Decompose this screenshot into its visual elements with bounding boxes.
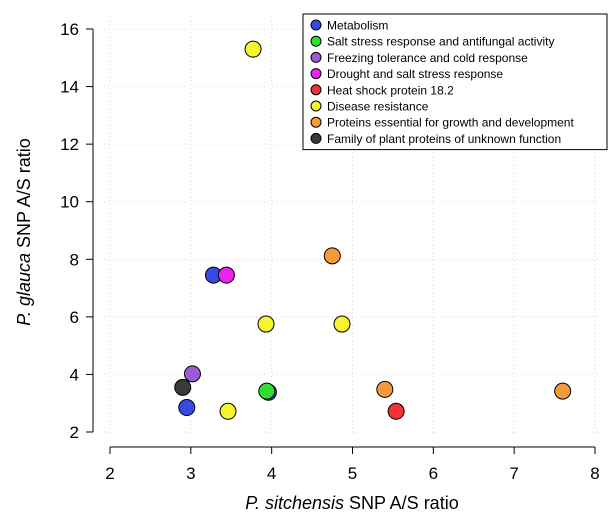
x-tick-label: 7 [509, 464, 518, 483]
legend-swatch [310, 51, 322, 63]
legend-swatch [310, 19, 322, 31]
legend-swatch [310, 35, 322, 47]
data-point [217, 266, 235, 284]
legend-swatch [310, 116, 322, 128]
data-point [219, 402, 237, 420]
data-points [174, 40, 572, 420]
y-tick-label: 14 [60, 78, 79, 97]
y-tick-label: 2 [70, 423, 79, 442]
y-tick-label: 8 [70, 250, 79, 269]
y-tick-label: 16 [60, 20, 79, 39]
y-tick-label: 12 [60, 135, 79, 154]
legend-label: Family of plant proteins of unknown func… [327, 132, 561, 146]
data-point [183, 365, 201, 383]
x-tick-label: 4 [267, 464, 276, 483]
legend-box [302, 13, 608, 151]
legend-label: Disease resistance [327, 100, 429, 114]
data-point [333, 315, 351, 333]
y-axis-title: P. glauca SNP A/S ratio [14, 138, 34, 325]
axes: 2 3 4 5 6 7 8 2 4 6 8 10 12 14 16 [60, 20, 600, 483]
y-tick-label: 6 [70, 308, 79, 327]
data-point [244, 40, 262, 58]
legend-label: Salt stress response and antifungal acti… [327, 35, 554, 49]
legend-swatch [310, 100, 322, 112]
y-axis-title-rest: SNP A/S ratio [14, 138, 34, 253]
legend: Metabolism Salt stress response and antif… [302, 13, 608, 151]
legend-label: Heat shock protein 18.2 [327, 83, 454, 97]
data-point [323, 247, 341, 265]
x-axis-title: P. sitchensis SNP A/S ratio [245, 493, 458, 513]
legend-label: Proteins essential for growth and develo… [327, 116, 574, 130]
y-tick-label: 10 [60, 193, 79, 212]
data-point [258, 382, 276, 400]
data-point [376, 380, 394, 398]
x-tick-label: 3 [186, 464, 195, 483]
data-point [257, 315, 275, 333]
legend-label: Drought and salt stress response [327, 67, 503, 81]
data-point [178, 399, 196, 417]
legend-swatch [310, 132, 322, 144]
data-point [554, 382, 572, 400]
x-axis-title-rest: SNP A/S ratio [344, 493, 459, 513]
data-point [174, 378, 192, 396]
legend-label: Metabolism [327, 19, 388, 33]
x-axis-title-italic: P. sitchensis [245, 493, 344, 513]
x-tick-label: 5 [348, 464, 357, 483]
y-axis-title-italic: P. glauca [14, 253, 34, 326]
x-tick-label: 6 [429, 464, 438, 483]
x-tick-label: 8 [590, 464, 599, 483]
x-tick-label: 2 [105, 464, 114, 483]
legend-swatch [310, 68, 322, 80]
data-point [387, 402, 405, 420]
legend-swatch [310, 84, 322, 96]
legend-label: Freezing tolerance and cold response [327, 51, 528, 65]
y-tick-label: 4 [70, 365, 79, 384]
